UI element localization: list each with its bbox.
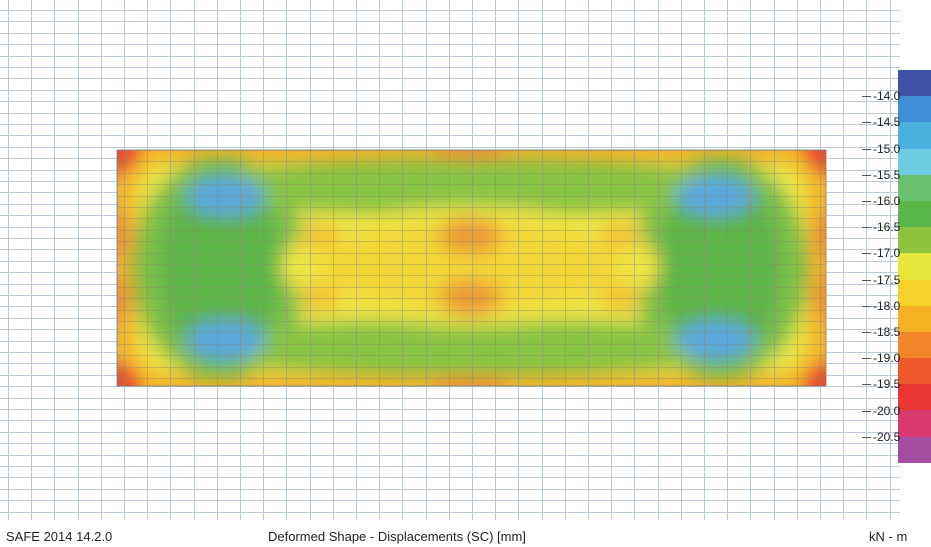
legend-tick [862, 410, 871, 412]
legend-tick [862, 305, 871, 307]
legend-level-label: -14.0 [873, 89, 901, 104]
legend-level-label: -17.0 [873, 246, 901, 261]
legend-tick [862, 122, 871, 124]
legend-tick [862, 174, 871, 176]
status-display-title: Deformed Shape - Displacements (SC) [mm] [268, 529, 526, 544]
legend-tick [862, 253, 871, 255]
legend-tick [862, 436, 871, 438]
legend-swatch [898, 253, 931, 280]
legend-level-label: -14.5 [873, 115, 901, 130]
legend-swatch [898, 200, 931, 228]
legend-swatch [898, 70, 931, 97]
legend-swatch [898, 410, 931, 437]
legend-tick [862, 227, 871, 229]
status-version: SAFE 2014 14.2.0 [6, 529, 113, 544]
legend-level-label: -15.0 [873, 141, 901, 156]
legend-swatch [898, 279, 931, 306]
legend-tick [862, 148, 871, 150]
legend-swatch [898, 227, 931, 254]
legend-level-label: -19.0 [873, 351, 901, 366]
legend-level-label: -19.5 [873, 377, 901, 392]
legend-level-label: -20.0 [873, 403, 901, 418]
slab-outline [116, 149, 827, 387]
displacement-contour [117, 150, 826, 386]
legend-tick [862, 279, 871, 281]
legend-swatch [898, 436, 931, 463]
legend-swatch [898, 384, 931, 411]
legend-swatch [898, 148, 931, 175]
legend-tick [862, 201, 871, 202]
legend-tick [862, 358, 871, 360]
legend-swatch [898, 96, 931, 123]
legend-level-label: -18.0 [873, 298, 901, 313]
legend-tick [862, 384, 871, 386]
legend-level-label: -18.5 [873, 325, 901, 339]
legend-swatch [898, 174, 931, 201]
legend-tick [862, 96, 871, 98]
status-units: kN - m [869, 529, 908, 544]
legend-swatch [898, 331, 931, 359]
legend-level-label: -16.0 [873, 194, 901, 208]
legend-level-label: -17.5 [873, 272, 901, 287]
legend-level-label: -20.5 [873, 429, 901, 444]
legend-level-label: -15.5 [873, 167, 901, 182]
contour-legend-bar [898, 70, 931, 463]
legend-swatch [898, 122, 931, 149]
legend-swatch [898, 358, 931, 385]
legend-tick [862, 332, 871, 333]
legend-level-label: -16.5 [873, 220, 901, 235]
legend-swatch [898, 305, 931, 332]
